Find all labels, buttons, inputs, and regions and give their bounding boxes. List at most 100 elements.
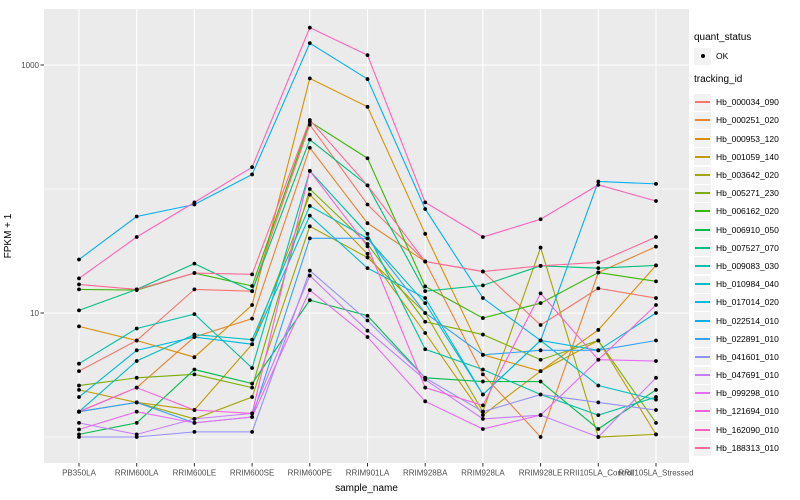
legend-item-Hb_001059_140: Hb_001059_140 [694,148,800,166]
data-point [481,403,485,408]
data-point [538,379,543,384]
x-axis-title: sample_name [335,483,398,494]
legend-key-line [694,275,711,293]
data-point [307,145,312,150]
line-swatch-icon [695,246,710,249]
data-point [538,323,543,327]
data-point [134,432,139,437]
point-icon [700,54,705,59]
legend-item-label: Hb_022891_010 [716,333,779,344]
legend-item-Hb_007527_070: Hb_007527_070 [694,239,800,257]
line-swatch-icon [695,392,710,395]
data-point [423,377,428,382]
data-point [654,338,658,343]
data-point [134,409,139,414]
legend-item-Hb_188313_010: Hb_188313_010 [694,439,800,457]
legend-item-Hb_022891_010: Hb_022891_010 [694,330,800,348]
data-point [654,311,658,315]
data-point [596,260,601,265]
data-point [596,286,601,291]
data-point [307,213,312,218]
data-point [423,301,428,306]
data-point [77,324,81,329]
legend-key-line [694,384,711,402]
x-tick-label: RRIM600LE [173,469,217,478]
data-point [481,269,485,274]
data-point [365,156,370,161]
data-point [365,53,370,58]
data-point [307,288,312,292]
data-point [538,392,543,397]
legend-key-line [694,221,711,239]
data-point [481,296,485,300]
data-point [77,409,81,414]
data-point [250,172,255,177]
data-point [423,200,428,205]
data-point [365,183,370,188]
legend-item-label: Hb_005271_230 [716,188,779,199]
legend-key-line [694,312,711,330]
data-point [423,231,428,236]
data-point [654,199,658,203]
y-tick-label: 1000 [21,61,39,70]
line-swatch-icon [695,337,710,340]
legend-item-label: Hb_006910_050 [716,224,779,235]
data-point [134,400,139,405]
line-swatch-icon [695,174,710,177]
legend-item-Hb_009083_030: Hb_009083_030 [694,257,800,275]
legend-item-Hb_017014_020: Hb_017014_020 [694,293,800,311]
x-tick-label: RRII105LA_Control [564,469,634,478]
data-point [596,179,601,184]
plot-panel [44,9,689,463]
legend-item-label: Hb_162090_010 [716,424,779,435]
legend-item-label: Hb_099298_010 [716,388,779,399]
data-point [192,355,197,360]
line-swatch-icon [695,228,710,231]
legend-key-line [694,348,711,366]
x-tick-label: RRIM901LA [346,469,390,478]
legend-item-Hb_005271_230: Hb_005271_230 [694,184,800,202]
data-point [307,122,312,127]
data-point [596,383,601,388]
data-point [250,381,255,386]
data-point [423,289,428,294]
data-point [134,420,139,425]
legend-key-line [694,239,711,257]
data-point [596,338,601,343]
data-point [77,361,81,366]
data-point [192,420,197,425]
legend-item-Hb_162090_010: Hb_162090_010 [694,421,800,439]
data-point [423,319,428,324]
data-point [250,303,255,307]
data-point [596,427,601,431]
data-point [365,244,370,249]
data-point [538,291,543,296]
data-point [134,326,139,331]
legend-key-line [694,184,711,202]
data-point [654,420,658,425]
data-point [538,413,543,418]
data-point [77,427,81,432]
data-point [307,298,312,303]
data-point [250,366,255,370]
data-point [481,332,485,337]
legend-key-line [694,130,711,148]
data-point [365,328,370,333]
legend-title-quant-status: quant_status [694,32,752,43]
data-point [250,316,255,321]
legend: quant_status OK tracking_id Hb_000034_09… [694,31,800,457]
data-point [77,287,81,292]
data-point [423,259,428,264]
data-point [250,337,255,342]
legend-item-ok: OK [694,47,800,65]
data-point [365,221,370,226]
data-point [134,235,139,239]
data-point [481,372,485,377]
data-point [77,257,81,262]
data-point [538,301,543,306]
data-point [307,192,312,197]
line-swatch-icon [695,137,710,140]
line-swatch-icon [695,446,710,449]
data-point [307,118,312,122]
data-point [538,435,543,439]
